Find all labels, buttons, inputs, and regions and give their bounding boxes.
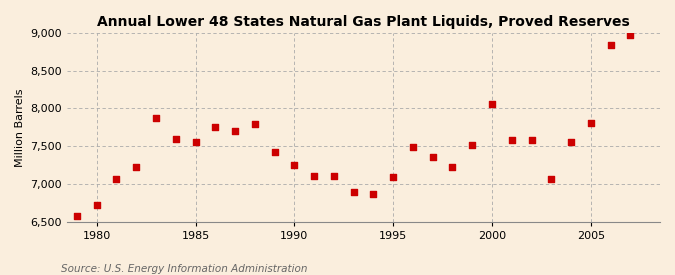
Point (131, 165, 142, 170)
Point (210, 124, 221, 129)
Point (368, 192, 379, 196)
Point (447, 165, 458, 170)
Point (151, 115, 161, 120)
Point (546, 177, 557, 181)
Point (348, 189, 359, 194)
Point (329, 174, 340, 178)
Point (526, 138, 537, 142)
Point (467, 143, 478, 148)
Text: Source: U.S. Energy Information Administration: Source: U.S. Energy Information Administ… (61, 264, 307, 274)
Point (408, 145, 418, 149)
Point (289, 163, 300, 167)
Point (427, 155, 438, 159)
Point (111, 177, 122, 181)
Point (506, 138, 517, 142)
Point (387, 175, 398, 179)
Point (269, 150, 280, 155)
Point (585, 121, 596, 125)
Point (170, 136, 181, 141)
Point (308, 174, 319, 178)
Point (249, 122, 260, 127)
Y-axis label: Million Barrels: Million Barrels (15, 88, 25, 167)
Point (91, 203, 102, 207)
Point (566, 140, 576, 145)
Point (72, 214, 82, 219)
Point (230, 129, 240, 133)
Point (487, 102, 497, 106)
Point (605, 43, 616, 47)
Title: Annual Lower 48 States Natural Gas Plant Liquids, Proved Reserves: Annual Lower 48 States Natural Gas Plant… (97, 15, 630, 29)
Point (625, 33, 636, 37)
Point (190, 140, 201, 145)
